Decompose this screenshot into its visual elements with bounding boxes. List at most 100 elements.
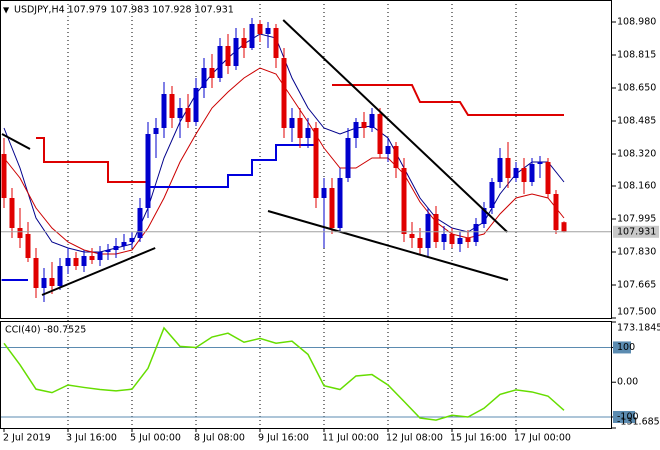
candle-body: [49, 278, 55, 286]
candle-body: [409, 234, 415, 238]
candle-body: [17, 228, 23, 238]
candle-body: [209, 68, 215, 78]
current-price-label: 107.931: [617, 226, 656, 237]
labels: 108.980 108.815 108.650 108.485 108.320 108.1…: [3, 17, 660, 444]
y-tick-label: 100: [617, 342, 635, 353]
candle-body: [201, 68, 207, 88]
candle-body: [161, 94, 167, 128]
y-tick-label: 108.320: [617, 149, 656, 160]
menu-arrow[interactable]: ▼: [3, 6, 10, 15]
marks: [0, 18, 612, 421]
candle-body: [33, 258, 39, 288]
candle-body: [489, 182, 495, 208]
candle-body: [305, 128, 311, 138]
candle-body: [9, 198, 15, 228]
candle-body: [281, 58, 287, 128]
candle-body: [265, 28, 271, 34]
main-frame: [0, 0, 612, 319]
candle-body: [145, 134, 151, 208]
candle-body: [241, 38, 247, 48]
y-tick-label: 108.650: [617, 83, 656, 94]
cci-frame: [0, 321, 612, 429]
candle-body: [481, 208, 487, 224]
candle-body: [193, 88, 199, 122]
candle-body: [113, 246, 119, 250]
x-tick-label: 9 Jul 16:00: [258, 433, 309, 444]
y-tick-label: 0.00: [617, 377, 638, 388]
candle-body: [345, 138, 351, 178]
candle-body: [177, 108, 183, 118]
candle-body: [513, 168, 519, 178]
cci-line: [3, 326, 565, 421]
candle-body: [521, 168, 527, 182]
y-tick-label: -131.6856: [617, 417, 660, 428]
candle-body: [57, 266, 63, 286]
candle-body: [385, 146, 391, 154]
x-tick-label: 3 Jul 16:00: [66, 433, 117, 444]
candle-body: [329, 188, 335, 228]
x-tick-label: 5 Jul 00:00: [130, 433, 181, 444]
candle-body: [81, 256, 87, 266]
candle-body: [417, 238, 423, 248]
candle-body: [377, 114, 383, 154]
candle-body: [289, 118, 295, 128]
candle-body: [529, 164, 535, 182]
candle-body: [297, 118, 303, 138]
candle-body: [41, 278, 47, 288]
candle-body: [457, 238, 463, 244]
grid: [1, 0, 616, 429]
x-tick-label: 2 Jul 2019: [3, 433, 51, 444]
x-tick-label: 17 Jul 00:00: [514, 433, 571, 444]
candle-body: [169, 94, 175, 118]
y-tick-label: 173.1845: [617, 323, 660, 334]
indicator-line: [148, 144, 316, 188]
trend-line: [282, 19, 508, 233]
x-tick-label: 15 Jul 16:00: [450, 433, 507, 444]
candle-body: [497, 158, 503, 182]
candle-body: [121, 242, 127, 246]
candle-body: [393, 146, 399, 168]
candle-body: [401, 168, 407, 234]
y-tick-label: 108.160: [617, 181, 656, 192]
candle-body: [1, 154, 7, 198]
y-tick-label: 108.485: [617, 116, 656, 127]
x-tick-label: 8 Jul 08:00: [194, 433, 245, 444]
current-price-box: [613, 225, 659, 238]
candle-body: [225, 46, 231, 66]
y-tick-label: 107.665: [617, 280, 656, 291]
candle-body: [353, 122, 359, 138]
candle-body: [433, 214, 439, 242]
candle-body: [273, 28, 279, 58]
candle-body: [73, 258, 79, 266]
candle-body: [545, 162, 551, 194]
y-tick-label: 107.995: [617, 214, 656, 225]
candle-body: [153, 128, 159, 134]
candle-body: [561, 222, 567, 232]
indicator-line: [332, 84, 564, 116]
candle-body: [105, 250, 111, 252]
cci-title: CCI(40) -80.7525: [5, 325, 86, 336]
x-tick-label: 12 Jul 08:00: [386, 433, 443, 444]
candle-body: [441, 234, 447, 242]
candle-body: [233, 38, 239, 66]
candle-body: [473, 224, 479, 242]
candle-body: [449, 234, 455, 244]
chart-title: USDJPY,H4 107.979 107.983 107.928 107.93…: [14, 5, 234, 16]
level-label-box: [613, 341, 631, 354]
indicator-line: [36, 137, 148, 183]
candle-body: [425, 214, 431, 248]
candle-body: [537, 162, 543, 164]
candle-body: [129, 238, 135, 242]
candle-body: [89, 256, 95, 260]
candle-body: [65, 258, 71, 266]
candle-body: [369, 114, 375, 128]
candle-body: [361, 122, 367, 128]
candle-body: [257, 24, 263, 34]
candle-body: [553, 194, 559, 230]
candle-body: [217, 46, 223, 78]
level-label-box: [613, 410, 635, 423]
candle-body: [97, 252, 103, 260]
y-tick-label: 108.815: [617, 50, 656, 61]
candle-body: [25, 234, 31, 258]
